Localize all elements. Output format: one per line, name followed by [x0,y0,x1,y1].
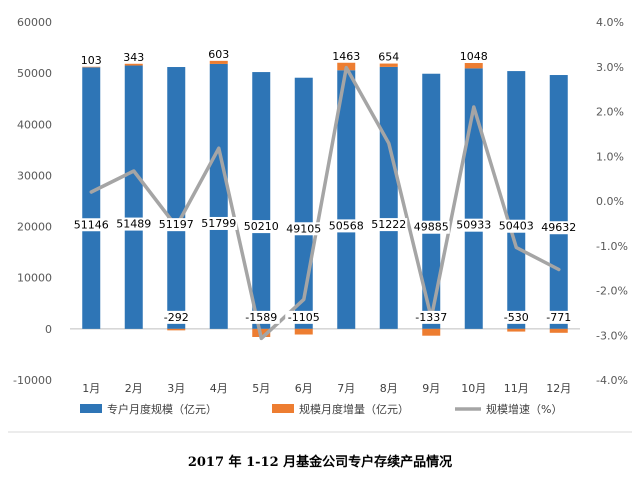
scale-bar [380,67,398,329]
scale-value-label: 50210 [244,220,279,233]
category-tick-label: 6月 [295,382,313,395]
category-tick-label: 1月 [82,382,100,395]
left-axis-tick-label: 50000 [17,67,52,80]
increment-value-label: 654 [378,51,399,64]
legend-swatch [272,404,294,413]
right-axis-tick-label: 4.0% [596,16,624,29]
scale-bar [550,75,568,329]
scale-value-label: 51489 [116,218,151,231]
scale-bar [82,67,100,329]
increment-bar [507,329,525,332]
increment-value-label: -292 [164,311,189,324]
increment-bar [465,63,483,68]
right-axis-tick-label: -1.0% [596,240,628,253]
scale-value-label: 50933 [456,219,491,232]
left-axis-tick-label: 30000 [17,169,52,182]
increment-bar [82,67,100,68]
category-tick-label: 9月 [422,382,440,395]
scale-value-label: 51197 [159,218,194,231]
legend-label: 规模增速（%） [486,402,562,416]
left-axis-tick-label: 40000 [17,118,52,131]
increment-value-label: 343 [123,51,144,64]
right-axis: -4.0% -3.0% -2.0% -1.0% 0.0% 1.0% 2.0% 3.0% 4.0% [596,16,628,387]
increment-bar [422,329,440,336]
right-axis-tick-label: 0.0% [596,195,624,208]
category-tick-label: 3月 [167,382,185,395]
increment-value-label: -771 [546,311,571,324]
scale-bar [252,72,270,329]
category-tick-label: 11月 [504,382,529,395]
right-axis-tick-label: -4.0% [596,374,628,387]
scale-bar [125,66,143,329]
category-tick-label: 10月 [461,382,486,395]
left-axis-tick-label: -10000 [13,374,52,387]
scale-value-label: 49632 [541,221,576,234]
category-tick-label: 2月 [125,382,143,395]
increment-bar [167,329,185,330]
scale-bar [210,64,228,329]
scale-bar [507,71,525,329]
increment-value-label: 1048 [460,50,488,63]
increment-value-label: -1105 [288,311,320,324]
left-axis-tick-label: 10000 [17,272,52,285]
scale-value-label: 49885 [414,221,449,234]
category-tick-label: 12月 [546,382,571,395]
scale-bar [167,67,185,329]
legend-label: 规模月度增量（亿元） [299,402,409,416]
increment-value-label: 603 [208,48,229,61]
category-tick-label: 5月 [252,382,270,395]
increment-bar [380,64,398,67]
chart-title: 2017 年 1-12 月基金公司专户存续产品情况 [188,454,452,470]
left-axis-tick-label: 0 [45,323,52,336]
right-axis-tick-label: 1.0% [596,150,624,163]
legend-label: 专户月度规模（亿元） [107,402,217,416]
increment-value-label: 103 [81,54,102,67]
left-axis-tick-label: 60000 [17,16,52,29]
increment-value-label: -1589 [245,311,277,324]
increment-bar [550,329,568,333]
category-tick-label: 7月 [337,382,355,395]
legend-swatch [80,404,102,413]
increment-bar [295,329,313,335]
scale-value-label: 51222 [371,218,406,231]
increment-bar [125,64,143,66]
category-tick-label: 8月 [380,382,398,395]
right-axis-tick-label: -2.0% [596,285,628,298]
increment-value-label: 1463 [332,50,360,63]
scale-value-label: 49105 [286,222,321,235]
right-axis-tick-label: 3.0% [596,61,624,74]
increment-value-label: -1337 [415,311,447,324]
scale-value-label: 50568 [329,219,364,232]
left-axis-tick-label: 20000 [17,221,52,234]
increment-bar [210,61,228,64]
increment-value-label: -530 [504,311,529,324]
scale-value-label: 50403 [499,220,534,233]
category-tick-label: 4月 [210,382,228,395]
legend: 专户月度规模（亿元） 规模月度增量（亿元） 规模增速（%） [80,402,562,416]
right-axis-tick-label: 2.0% [596,106,624,119]
scale-value-label: 51799 [201,217,236,230]
scale-value-label: 51146 [74,218,109,231]
right-axis-tick-label: -3.0% [596,329,628,342]
